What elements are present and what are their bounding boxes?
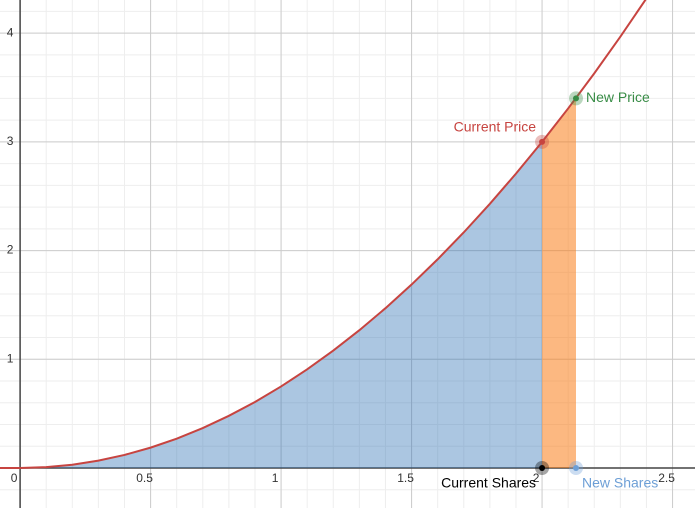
x-tick-label: 2.5	[658, 471, 675, 485]
area-under-curve	[20, 141, 543, 468]
point-label: Current Price	[454, 119, 537, 135]
y-tick-label: 2	[7, 243, 14, 257]
point	[572, 464, 579, 471]
point-label: New Price	[586, 89, 650, 105]
point	[572, 95, 579, 102]
y-tick-label: 3	[7, 134, 14, 148]
y-tick-label: 1	[7, 351, 14, 365]
x-tick-label: 0	[11, 471, 18, 485]
y-tick-label: 4	[7, 25, 14, 39]
x-tick-label: 2	[533, 471, 540, 485]
delta-area	[542, 98, 576, 468]
point	[539, 138, 546, 145]
point-label: Current Shares	[441, 475, 536, 491]
point	[539, 464, 546, 471]
x-tick-label: 1.5	[397, 471, 414, 485]
x-tick-label: 0.5	[136, 471, 153, 485]
point-label: New Shares	[582, 475, 658, 491]
x-tick-label: 1	[272, 471, 279, 485]
